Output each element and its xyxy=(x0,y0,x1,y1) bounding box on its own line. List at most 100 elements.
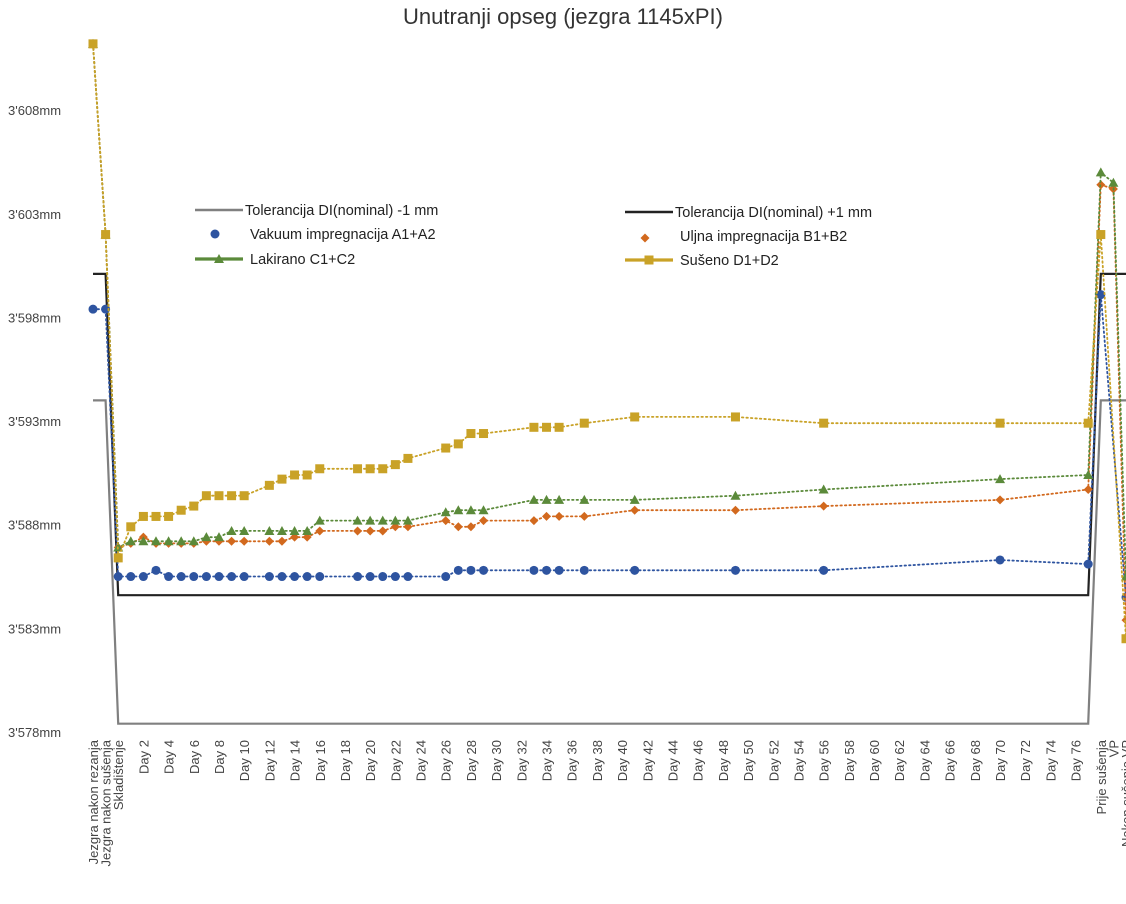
x-tick-label: Day 44 xyxy=(665,740,680,781)
x-tick-label: Day 30 xyxy=(489,740,504,781)
x-tick-label: Prije sušenja xyxy=(1094,739,1109,814)
data-point xyxy=(1083,418,1093,428)
x-tick-label: Day 46 xyxy=(691,740,706,781)
data-point xyxy=(1096,290,1106,300)
data-point xyxy=(1083,559,1093,569)
x-tick-label: Day 12 xyxy=(262,740,277,781)
legend-marker xyxy=(640,233,650,243)
data-point xyxy=(277,474,287,484)
x-tick-label: Day 42 xyxy=(640,740,655,781)
data-point xyxy=(365,572,375,582)
x-tick-label: Day 52 xyxy=(766,740,781,781)
data-point xyxy=(995,495,1005,505)
data-point xyxy=(579,565,589,575)
data-point xyxy=(264,525,275,535)
data-point xyxy=(453,565,463,575)
data-point xyxy=(151,565,161,575)
data-point xyxy=(479,565,489,575)
data-point xyxy=(403,453,413,463)
data-point xyxy=(302,572,312,582)
data-point xyxy=(189,572,199,582)
data-point xyxy=(818,484,829,494)
data-point xyxy=(529,565,539,575)
x-tick-label: Day 4 xyxy=(162,740,177,774)
series-line xyxy=(92,43,1126,577)
data-point xyxy=(378,526,388,536)
data-point xyxy=(479,429,489,439)
data-point xyxy=(403,572,413,582)
data-point xyxy=(579,494,590,504)
data-point xyxy=(995,555,1005,565)
data-point xyxy=(1121,634,1126,644)
legend-marker xyxy=(644,255,654,265)
data-point xyxy=(1083,484,1093,494)
x-tick-label: Day 70 xyxy=(993,740,1008,781)
x-tick-label: Day 20 xyxy=(363,740,378,781)
data-point xyxy=(113,553,123,563)
series-line xyxy=(93,272,1126,597)
x-tick-label: Day 56 xyxy=(817,740,832,781)
x-tick-label: Day 72 xyxy=(1018,740,1033,781)
y-tick-label: 3'588mm xyxy=(8,518,61,533)
data-point xyxy=(995,474,1006,484)
data-point xyxy=(453,522,463,532)
data-point xyxy=(1108,177,1119,187)
x-tick-label: Day 40 xyxy=(615,740,630,781)
data-point xyxy=(365,464,375,474)
data-point xyxy=(302,525,313,535)
x-tick-label: Day 48 xyxy=(716,740,731,781)
y-tick-label: 3'583mm xyxy=(8,621,61,636)
data-point xyxy=(88,304,98,314)
data-point xyxy=(315,572,325,582)
data-point xyxy=(201,572,211,582)
legend-label: Sušeno D1+D2 xyxy=(680,253,779,269)
data-point xyxy=(239,572,249,582)
data-point xyxy=(353,526,363,536)
data-point xyxy=(542,422,552,432)
data-point xyxy=(390,515,401,525)
data-point xyxy=(629,494,640,504)
series-line xyxy=(93,399,1126,725)
data-point xyxy=(226,525,237,535)
data-point xyxy=(1083,469,1094,479)
data-point xyxy=(730,505,740,515)
data-point xyxy=(378,464,388,474)
series-line xyxy=(92,43,1126,639)
data-point xyxy=(214,572,224,582)
x-tick-label: Day 54 xyxy=(791,740,806,781)
data-point xyxy=(227,536,237,546)
data-point xyxy=(289,525,300,535)
x-tick-label: Day 68 xyxy=(968,740,983,781)
x-tick-label: Day 38 xyxy=(590,740,605,781)
data-point xyxy=(478,505,489,515)
data-point xyxy=(201,491,211,501)
data-point xyxy=(138,572,148,582)
data-point xyxy=(529,422,539,432)
data-point xyxy=(440,507,451,517)
y-tick-label: 3'598mm xyxy=(8,310,61,325)
data-point xyxy=(164,572,174,582)
x-tick-label: Day 36 xyxy=(565,740,580,781)
data-point xyxy=(466,429,476,439)
data-point xyxy=(554,494,565,504)
legend-label: Tolerancija DI(nominal) -1 mm xyxy=(245,203,438,219)
x-tick-label: Day 22 xyxy=(388,740,403,781)
data-point xyxy=(390,460,400,470)
data-point xyxy=(176,505,186,515)
data-point xyxy=(277,572,287,582)
data-point xyxy=(113,572,123,582)
data-point xyxy=(441,443,451,453)
x-tick-label: Nakon sušenja VP xyxy=(1119,740,1126,847)
data-point xyxy=(819,565,829,575)
data-point xyxy=(239,525,250,535)
data-point xyxy=(264,480,274,490)
data-point xyxy=(377,515,388,525)
data-point xyxy=(188,536,199,546)
data-point xyxy=(453,505,464,515)
x-tick-label: Day 64 xyxy=(917,740,932,781)
legend-label: Lakirano C1+C2 xyxy=(250,252,355,268)
x-tick-label: VP xyxy=(1106,740,1121,757)
data-point xyxy=(151,511,161,521)
data-point xyxy=(176,536,187,546)
